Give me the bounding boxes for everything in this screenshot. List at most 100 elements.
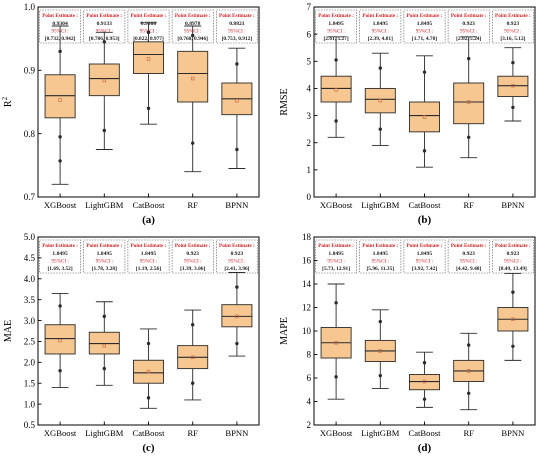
mean-marker <box>334 341 338 345</box>
annotation-ci: [5.73, 12.91] <box>322 266 350 272</box>
data-point <box>422 70 427 74</box>
mean-marker <box>422 379 427 384</box>
x-tick-label: LightGBM <box>85 200 124 210</box>
x-tick-label: CatBoost <box>409 428 442 438</box>
annotation-ci: [1.69, 3.52] <box>48 266 73 272</box>
annotation-box <box>127 239 170 274</box>
y-tick-label: 1.0 <box>24 2 36 12</box>
y-tick-label: 2.0 <box>24 358 36 368</box>
box-iqr <box>409 374 440 391</box>
x-tick-label: LightGBM <box>361 428 400 438</box>
box-rf <box>453 36 485 159</box>
annotation-ci-label: 95%CI : <box>416 259 434 265</box>
annotation-header: Point Estimate : <box>131 243 167 249</box>
annotation-header: Point Estimate : <box>495 13 531 19</box>
data-point <box>58 368 62 373</box>
annotation-box <box>403 9 446 44</box>
y-tick-label: 3 <box>307 111 312 121</box>
annotation-box <box>359 9 402 44</box>
box-iqr <box>44 74 76 119</box>
data-point <box>102 366 107 371</box>
annotation-ci: [8.49, 13.49] <box>499 266 527 272</box>
annotation-value: 1.8495 <box>417 251 433 257</box>
box-bpnn <box>221 272 253 357</box>
x-tick-label: XGBoost <box>320 200 353 210</box>
data-point <box>378 127 382 131</box>
annotation-box <box>83 239 126 274</box>
mean-marker <box>422 115 427 119</box>
annotation-ci-label: 95%CI : <box>51 259 69 265</box>
box-bpnn <box>497 272 529 361</box>
y-tick-label: 2 <box>307 138 312 148</box>
data-point <box>511 290 515 294</box>
chart-panel-4: Point Estimate : 1.8495 95%CI : [5.73, 12.9… <box>279 232 536 454</box>
data-point <box>146 106 151 111</box>
y-tick-label: 7 <box>307 2 312 12</box>
annotation-box <box>491 9 534 44</box>
annotation-ci-label: 95%CI : <box>504 29 522 35</box>
y-tick-label: 6 <box>307 373 312 383</box>
x-tick-label: LightGBM <box>85 428 124 438</box>
mean-marker <box>58 98 62 102</box>
box-rf <box>453 332 485 411</box>
x-tick-label: CatBoost <box>409 200 442 210</box>
y-tick-label: 1 <box>307 165 312 175</box>
annotation-header: Point Estimate : <box>451 13 487 19</box>
mean-marker <box>511 317 515 321</box>
annotation-header: Point Estimate : <box>219 13 255 19</box>
data-point <box>58 135 62 139</box>
annotation-ci-label: 95%CI : <box>327 29 345 35</box>
data-point <box>378 319 382 324</box>
mean-marker <box>511 84 515 88</box>
data-point <box>191 141 195 145</box>
annotation-box <box>447 239 490 274</box>
annotation-header: Point Estimate : <box>175 243 211 249</box>
annotation-ci-label: 95%CI : <box>416 29 434 35</box>
y-tick-label: 16 <box>302 256 312 266</box>
box-iqr <box>177 50 209 103</box>
annotation-ci: [0.753, 0.912] <box>222 36 253 42</box>
mean-marker <box>378 349 382 353</box>
y-tick-label: 18 <box>302 232 312 242</box>
annotation-value: 1.8495 <box>373 251 389 257</box>
box-iqr <box>497 75 529 98</box>
y-tick-label: 1.0 <box>24 399 36 409</box>
annotation-ci-label: 95%CI : <box>184 259 202 265</box>
box-xgboost <box>320 283 352 400</box>
data-point <box>378 66 382 70</box>
mean-marker <box>466 369 471 373</box>
data-point <box>334 375 338 379</box>
y-tick-label: 2 <box>307 420 312 430</box>
box-rf <box>177 25 209 173</box>
x-tick-label: BPNN <box>225 428 249 438</box>
y-tick-label: 4.0 <box>24 274 36 284</box>
annotation-header: Point Estimate : <box>495 243 531 249</box>
mean-marker <box>334 88 338 92</box>
data-point <box>334 119 338 123</box>
x-tick-label: BPNN <box>501 200 525 210</box>
box-iqr <box>364 87 396 114</box>
annotation-header: Point Estimate : <box>318 243 354 249</box>
data-point <box>422 361 427 365</box>
annotation-value: 0.923 <box>231 251 244 257</box>
x-tick-label: LightGBM <box>361 200 400 210</box>
annotation-ci: [1.19, 2.56] <box>136 266 161 272</box>
data-point <box>334 301 338 305</box>
annotation-ci: [3.92, 7.42] <box>412 266 437 272</box>
annotation-box <box>403 239 446 274</box>
annotation-ci: [3.16, 5.12] <box>500 36 525 42</box>
y-tick-label: 4.5 <box>24 253 36 263</box>
data-point <box>511 60 515 65</box>
data-point <box>58 159 62 163</box>
annotation-ci-label: 95%CI : <box>140 259 158 265</box>
mean-marker <box>146 57 151 61</box>
annotation-header: Point Estimate : <box>175 13 211 19</box>
y-tick-label: 3.5 <box>24 295 36 305</box>
box-iqr <box>320 75 352 103</box>
y-tick-label: 0.5 <box>24 420 36 430</box>
data-point <box>58 49 62 54</box>
y-tick-label: 1.5 <box>24 378 36 388</box>
